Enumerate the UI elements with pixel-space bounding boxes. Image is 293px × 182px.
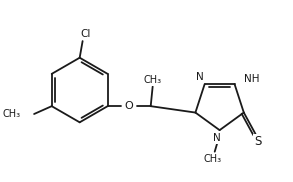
Text: CH₃: CH₃ — [204, 155, 222, 165]
Text: S: S — [254, 135, 261, 148]
Text: Cl: Cl — [80, 29, 91, 39]
Text: N: N — [196, 72, 204, 82]
Text: O: O — [125, 101, 134, 111]
Text: N: N — [213, 133, 221, 143]
Text: NH: NH — [244, 74, 260, 84]
Text: CH₃: CH₃ — [2, 109, 21, 119]
Text: CH₃: CH₃ — [144, 75, 162, 85]
